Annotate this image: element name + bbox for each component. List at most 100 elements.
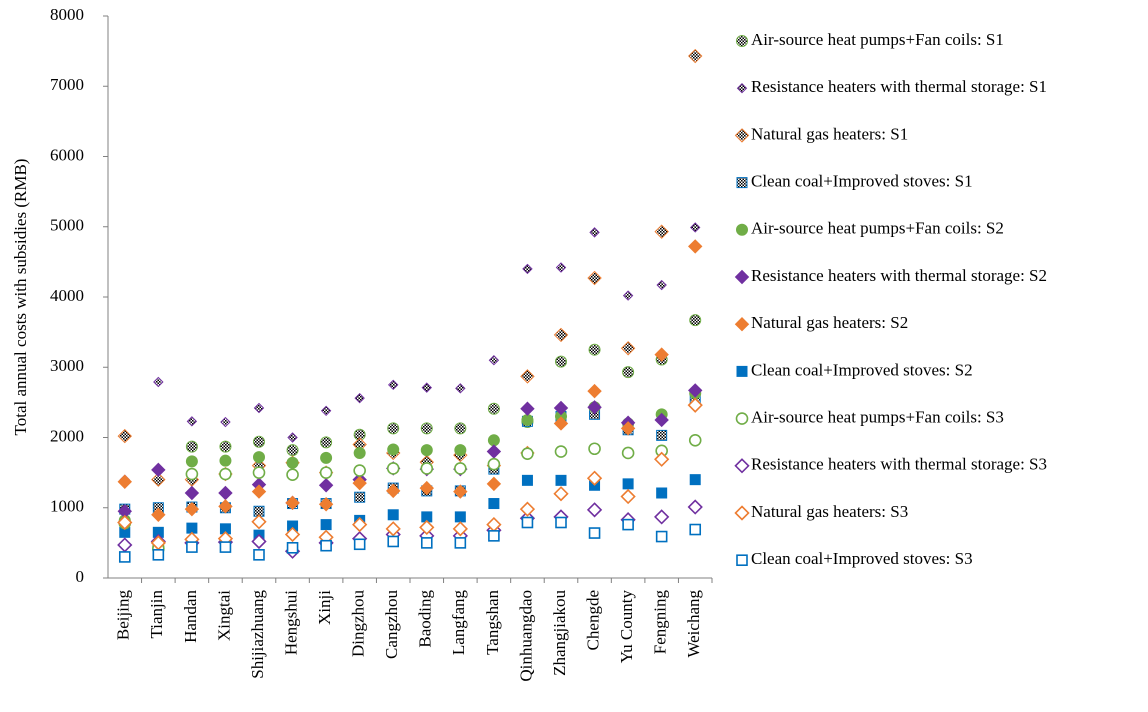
point: [620, 488, 636, 505]
point: [622, 478, 634, 490]
point: [320, 539, 332, 552]
point: [354, 491, 366, 503]
legend-entry: Natural gas heaters: S1: [734, 124, 908, 143]
x-tick-label: Fengning: [651, 590, 670, 655]
x-tick-label: Cangzhou: [382, 590, 401, 659]
point: [689, 523, 702, 536]
point: [453, 484, 468, 499]
point: [487, 402, 500, 415]
y-tick-label: 8000: [50, 5, 84, 24]
point: [620, 421, 636, 436]
legend-marker: [734, 316, 750, 332]
point: [555, 516, 567, 529]
legend-entry: Clean coal+Improved stoves: S2: [736, 360, 973, 379]
legend-entry: Air-source heat pumps+Fan coils: S2: [736, 219, 1004, 238]
point: [486, 476, 502, 492]
point: [553, 486, 569, 502]
point: [253, 435, 265, 448]
legend-entry: Clean coal+Improved stoves: S3: [736, 549, 973, 568]
point: [689, 314, 702, 327]
point: [117, 514, 133, 531]
legend-marker: [736, 35, 748, 47]
point: [419, 480, 434, 496]
point: [688, 383, 703, 398]
legend-label: Air-source heat pumps+Fan coils: S1: [751, 30, 1004, 49]
legend-entry: Clean coal+Improved stoves: S1: [736, 172, 973, 191]
y-tick-label: 6000: [50, 145, 84, 164]
x-tick-label: Yu County: [617, 590, 636, 664]
point: [320, 436, 333, 449]
point: [553, 400, 569, 416]
point: [486, 444, 502, 459]
legend-marker: [734, 505, 750, 521]
y-tick-label: 2000: [50, 426, 84, 445]
point: [319, 466, 333, 479]
point: [420, 537, 433, 549]
y-tick-label: 5000: [50, 216, 84, 235]
point: [387, 535, 400, 548]
legend-marker: [735, 412, 749, 425]
point: [520, 369, 535, 384]
point: [419, 519, 435, 536]
legend-marker: [734, 128, 750, 143]
point: [488, 355, 500, 366]
y-axis-title: Total annual costs with subsidies (RMB): [11, 159, 30, 436]
point: [421, 382, 432, 393]
point: [621, 446, 635, 460]
legend-entry: Natural gas heaters: S3: [734, 502, 908, 521]
point: [284, 526, 301, 543]
point: [690, 222, 701, 233]
point: [151, 462, 166, 478]
point: [688, 48, 703, 64]
point: [555, 474, 567, 486]
legend-label: Resistance heaters with thermal storage:…: [751, 266, 1047, 285]
point: [153, 376, 164, 388]
point: [622, 290, 634, 301]
point: [251, 533, 267, 550]
point: [586, 502, 603, 518]
point: [117, 428, 132, 444]
legend-label: Natural gas heaters: S1: [751, 124, 908, 143]
x-tick-label: Zhangjiakou: [550, 590, 569, 676]
legend-label: Resistance heaters with thermal storage:…: [751, 77, 1047, 96]
x-tick-label: Xingtai: [214, 590, 233, 641]
point: [118, 551, 131, 563]
legend-marker: [734, 458, 750, 474]
legend-marker: [736, 177, 748, 189]
x-tick-label: Langfang: [449, 590, 468, 656]
point: [454, 422, 467, 435]
point: [386, 483, 401, 499]
point: [387, 443, 400, 456]
point: [654, 451, 670, 467]
point: [184, 501, 200, 517]
point: [586, 470, 603, 486]
point: [253, 549, 265, 561]
point: [620, 341, 636, 356]
point: [251, 484, 267, 499]
point: [622, 518, 634, 531]
y-tick-label: 0: [76, 567, 85, 586]
point: [320, 405, 332, 417]
point: [553, 327, 569, 343]
y-tick-label: 3000: [50, 356, 84, 375]
x-tick-label: Hengshui: [281, 590, 300, 655]
point: [387, 509, 399, 521]
point: [689, 474, 701, 486]
x-tick-label: Qinhuangdao: [516, 590, 535, 682]
point: [287, 432, 298, 443]
point: [252, 466, 266, 479]
x-tick-label: Beijing: [114, 590, 133, 641]
point: [219, 467, 232, 481]
legend-entry: Resistance heaters with thermal storage:…: [736, 77, 1047, 96]
legend-entry: Air-source heat pumps+Fan coils: S1: [736, 30, 1004, 49]
legend-label: Clean coal+Improved stoves: S2: [751, 360, 973, 379]
point: [487, 457, 501, 471]
point: [521, 447, 534, 460]
x-tick-label: Tianjin: [147, 590, 166, 639]
point: [151, 472, 166, 487]
x-tick-label: Baoding: [416, 590, 435, 648]
point: [320, 451, 333, 464]
legend-entry: Resistance heaters with thermal storage:…: [734, 266, 1047, 285]
legend-label: Natural gas heaters: S3: [751, 502, 908, 521]
